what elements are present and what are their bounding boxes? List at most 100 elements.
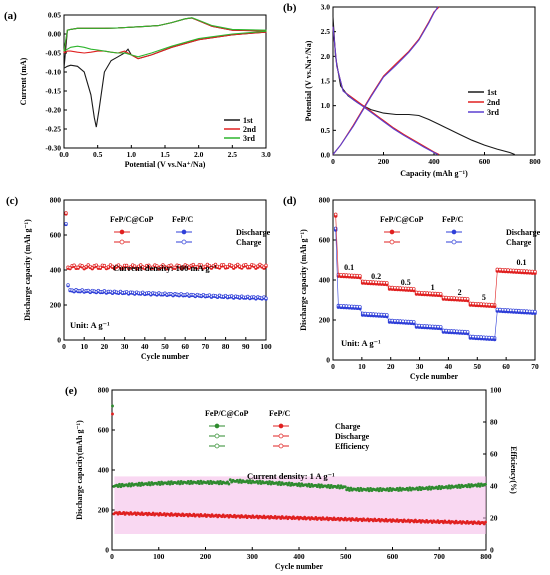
data-point-fepc-cop [356, 486, 360, 490]
data-point-fepc [157, 513, 161, 517]
data-point-fepc-cop [426, 487, 430, 491]
data-point-fepc-cop [287, 481, 291, 485]
data-point-fepc-cop [237, 480, 241, 484]
data-point-fepc-cop [296, 484, 300, 487]
data-point-fepc-cop [439, 487, 443, 491]
data-point-fepc-cop [226, 480, 229, 484]
x-tick-label: 200 [200, 552, 212, 561]
legend-marker [119, 239, 125, 245]
x-tick-label: 80 [222, 342, 230, 351]
data-point-fepc [111, 412, 114, 416]
data-point-fepc [214, 513, 218, 517]
x-tick-label: 2.5 [228, 150, 238, 159]
y-axis-label: Potential (V vs.Na⁺/Na) [304, 40, 313, 121]
data-point-fepc-cop-charge [155, 264, 159, 268]
x-axis-label: Cycle number [141, 352, 190, 361]
data-point-fepc [146, 513, 149, 517]
legend-marker [389, 239, 395, 245]
data-point-fepc-cop [484, 482, 487, 486]
data-point-fepc-cop [269, 482, 273, 486]
x-tick-label: 200 [378, 157, 390, 166]
data-point-charge-FeP/C [333, 226, 338, 231]
legend-label-Charge: Charge [506, 238, 532, 247]
x-tick-label: 40 [445, 362, 453, 371]
data-point-fepc-cop-charge [244, 263, 248, 267]
data-point-fepc-cop-charge [116, 263, 121, 267]
unit-note-d: Unit: A g⁻¹ [341, 338, 381, 348]
series-line-2nd-0 [332, 26, 440, 155]
legend-label-Charge: Charge [335, 422, 361, 431]
data-point-fepc-cop-charge [94, 263, 98, 267]
data-point-fepc [290, 517, 294, 521]
series-line-3rd-1 [332, 6, 439, 155]
data-point-fepc [401, 520, 405, 524]
data-point-fepc-cop [150, 481, 154, 485]
x-tick-label: 20 [387, 362, 395, 371]
data-point-fepc [273, 514, 277, 518]
data-point-fepc [296, 515, 300, 519]
x-tick-label: 600 [479, 157, 491, 166]
data-point-fepc-charge [264, 296, 268, 300]
x-tick-label: 60 [181, 342, 189, 351]
x-tick-label: 0 [331, 157, 335, 166]
x-tick-label: 700 [434, 552, 446, 561]
data-point-fepc-cop [317, 483, 321, 487]
x-tick-label: 300 [247, 552, 259, 561]
y-tick-label: 1.0 [321, 101, 331, 110]
data-point-fepc [355, 517, 358, 521]
data-point-fepc [192, 512, 196, 516]
data-point-fepc-cop [338, 486, 342, 490]
data-point-fepc [336, 516, 340, 520]
data-point-fepc-cop [318, 485, 322, 489]
data-point-fepc-cop [447, 484, 451, 488]
data-point-fepc [308, 517, 312, 521]
rate-label: 1 [431, 283, 435, 292]
panel-label: (d) [283, 195, 297, 207]
data-point-fepc-cop [397, 488, 401, 492]
data-point-fepc [268, 516, 271, 520]
data-point-fepc [249, 516, 253, 520]
legend-marker [389, 229, 395, 235]
legend-label-Discharge: Discharge [335, 432, 370, 441]
data-point-fepc-cop [235, 478, 239, 482]
legend-marker [181, 239, 187, 245]
data-point-fepc [484, 520, 487, 524]
data-point-fepc-cop [359, 486, 363, 490]
data-point-fepc [319, 518, 323, 521]
data-point-fepc-cop [298, 484, 302, 488]
data-point-fepc-charge [66, 283, 70, 287]
data-point-fepc [303, 515, 307, 519]
data-point-fepc-cop [339, 484, 343, 488]
data-point-fepc-cop [310, 482, 314, 486]
x-tick-label: 0.0 [59, 150, 69, 159]
data-point-fepc-cop [249, 481, 253, 485]
x-tick-label: 0 [110, 552, 114, 561]
data-point-fepc-cop [137, 481, 141, 485]
x-tick-label: 90 [242, 342, 250, 351]
panel-label: (a) [4, 10, 17, 22]
data-point-fepc-cop [325, 485, 329, 489]
x-tick-label: 2.0 [194, 150, 204, 159]
data-point-fepc-cop-charge [221, 263, 226, 267]
data-point-fepc-cop [416, 488, 420, 492]
data-point-fepc-cop [216, 480, 220, 484]
series-line-FeP/C@CoP [335, 215, 536, 307]
data-point-fepc-cop [169, 480, 173, 484]
data-point-fepc [233, 513, 236, 517]
panel-label: (e) [65, 385, 78, 397]
data-point-fepc-cop [248, 479, 252, 482]
data-point-fepc-cop [467, 483, 471, 487]
y-axis-label: Current (mA) [19, 57, 28, 105]
y-tick-label: 600 [319, 236, 331, 245]
data-point-fepc [186, 514, 190, 518]
x-tick-label: 10 [80, 342, 88, 351]
panel-label: (b) [283, 2, 297, 14]
legend-marker [181, 229, 187, 235]
data-point-charge-FeP/C [438, 325, 443, 329]
x-tick-label: 500 [340, 552, 352, 561]
data-point-fepc-cop [376, 487, 379, 491]
data-point-fepc-cop [276, 482, 280, 486]
data-point-fepc-cop [176, 480, 180, 484]
y-tick-label: -0.25 [45, 125, 61, 134]
data-point-fepc-cop [179, 480, 183, 483]
